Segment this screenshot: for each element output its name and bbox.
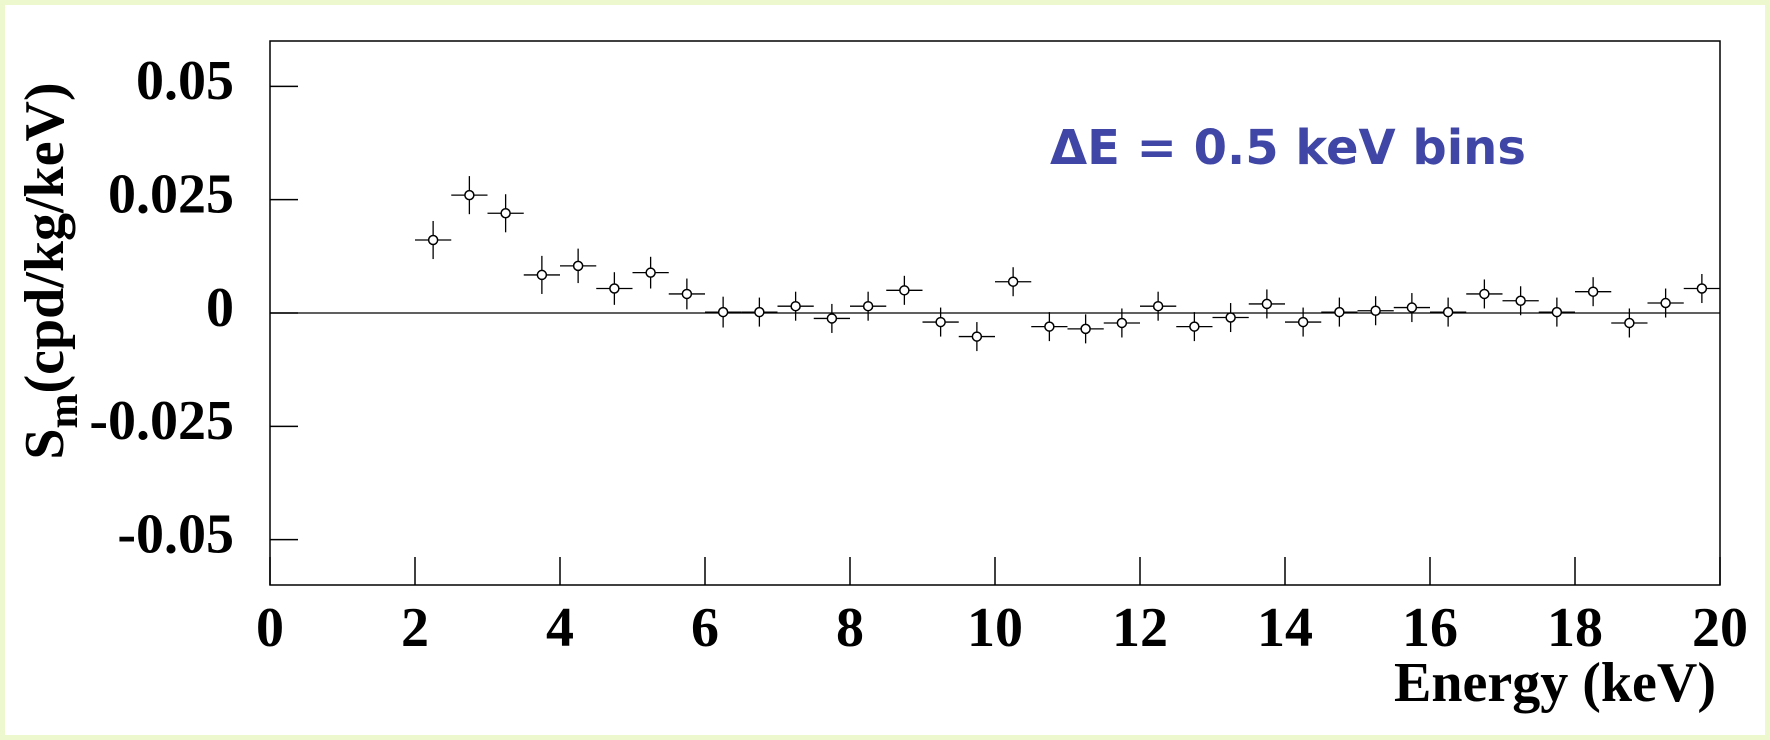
- x-tick-label: 6: [691, 597, 719, 659]
- data-point: [1406, 302, 1418, 313]
- data-point: [500, 208, 511, 219]
- x-tick-label: 10: [967, 597, 1023, 659]
- data-point: [899, 285, 910, 296]
- x-axis-label: Energy (keV): [1394, 652, 1716, 714]
- x-tick-label: 4: [546, 597, 574, 659]
- data-point: [536, 269, 548, 281]
- x-tick-label: 8: [836, 597, 864, 659]
- data-point: [1660, 297, 1671, 309]
- data-point: [1189, 321, 1200, 332]
- data-point: [427, 234, 439, 246]
- data-point: [681, 288, 693, 300]
- data-point: [717, 306, 729, 318]
- data-point: [1007, 276, 1019, 287]
- data-point: [645, 267, 656, 278]
- data-point: [572, 260, 584, 272]
- x-tick-label: 18: [1547, 597, 1603, 659]
- data-point: [1479, 288, 1490, 300]
- data-point: [1225, 312, 1236, 323]
- data-point: [609, 283, 620, 294]
- data-point: [1551, 306, 1563, 318]
- chart: ΔE = 0.5 keV bins Energy (keV) Sm(cpd/kg…: [14, 40, 1748, 714]
- y-label-unit: (cpd/kg/keV): [14, 82, 76, 393]
- data-point: [971, 331, 983, 342]
- data-point: [464, 189, 475, 201]
- data-point: [1587, 286, 1599, 297]
- data-point: [1515, 295, 1526, 307]
- data-point: [1334, 306, 1345, 318]
- x-tick-label: 16: [1402, 597, 1458, 659]
- x-tick-label: 14: [1257, 597, 1313, 659]
- x-tick-label: 0: [256, 597, 284, 659]
- y-axis-label: Sm(cpd/kg/keV): [14, 82, 87, 459]
- data-point: [1080, 323, 1091, 335]
- y-label-main: S: [14, 429, 76, 460]
- y-tick-label: 0.05: [136, 50, 234, 112]
- data-point: [790, 300, 801, 312]
- x-tick-label: 12: [1112, 597, 1168, 659]
- data-point: [754, 306, 765, 318]
- data-point: [826, 313, 838, 324]
- data-point: [1370, 305, 1381, 316]
- y-tick-label: -0.025: [89, 390, 234, 452]
- data-point: [862, 300, 874, 312]
- data-point: [1152, 300, 1164, 312]
- y-tick-label: 0.025: [108, 164, 234, 226]
- annotation: ΔE = 0.5 keV bins: [1050, 120, 1526, 176]
- data-point: [1044, 321, 1055, 332]
- y-tick-label: 0: [206, 277, 234, 339]
- data-point: [935, 316, 946, 328]
- data-point: [1696, 283, 1708, 294]
- data-point: [1624, 317, 1635, 329]
- x-tick-label: 2: [401, 597, 429, 659]
- x-tick-label: 20: [1692, 597, 1748, 659]
- data-point: [1261, 298, 1273, 310]
- y-tick-label: -0.05: [117, 504, 234, 566]
- y-label-sub: m: [41, 394, 87, 429]
- data-point: [1116, 317, 1128, 329]
- data-point: [1442, 306, 1454, 318]
- data-point: [1297, 316, 1309, 328]
